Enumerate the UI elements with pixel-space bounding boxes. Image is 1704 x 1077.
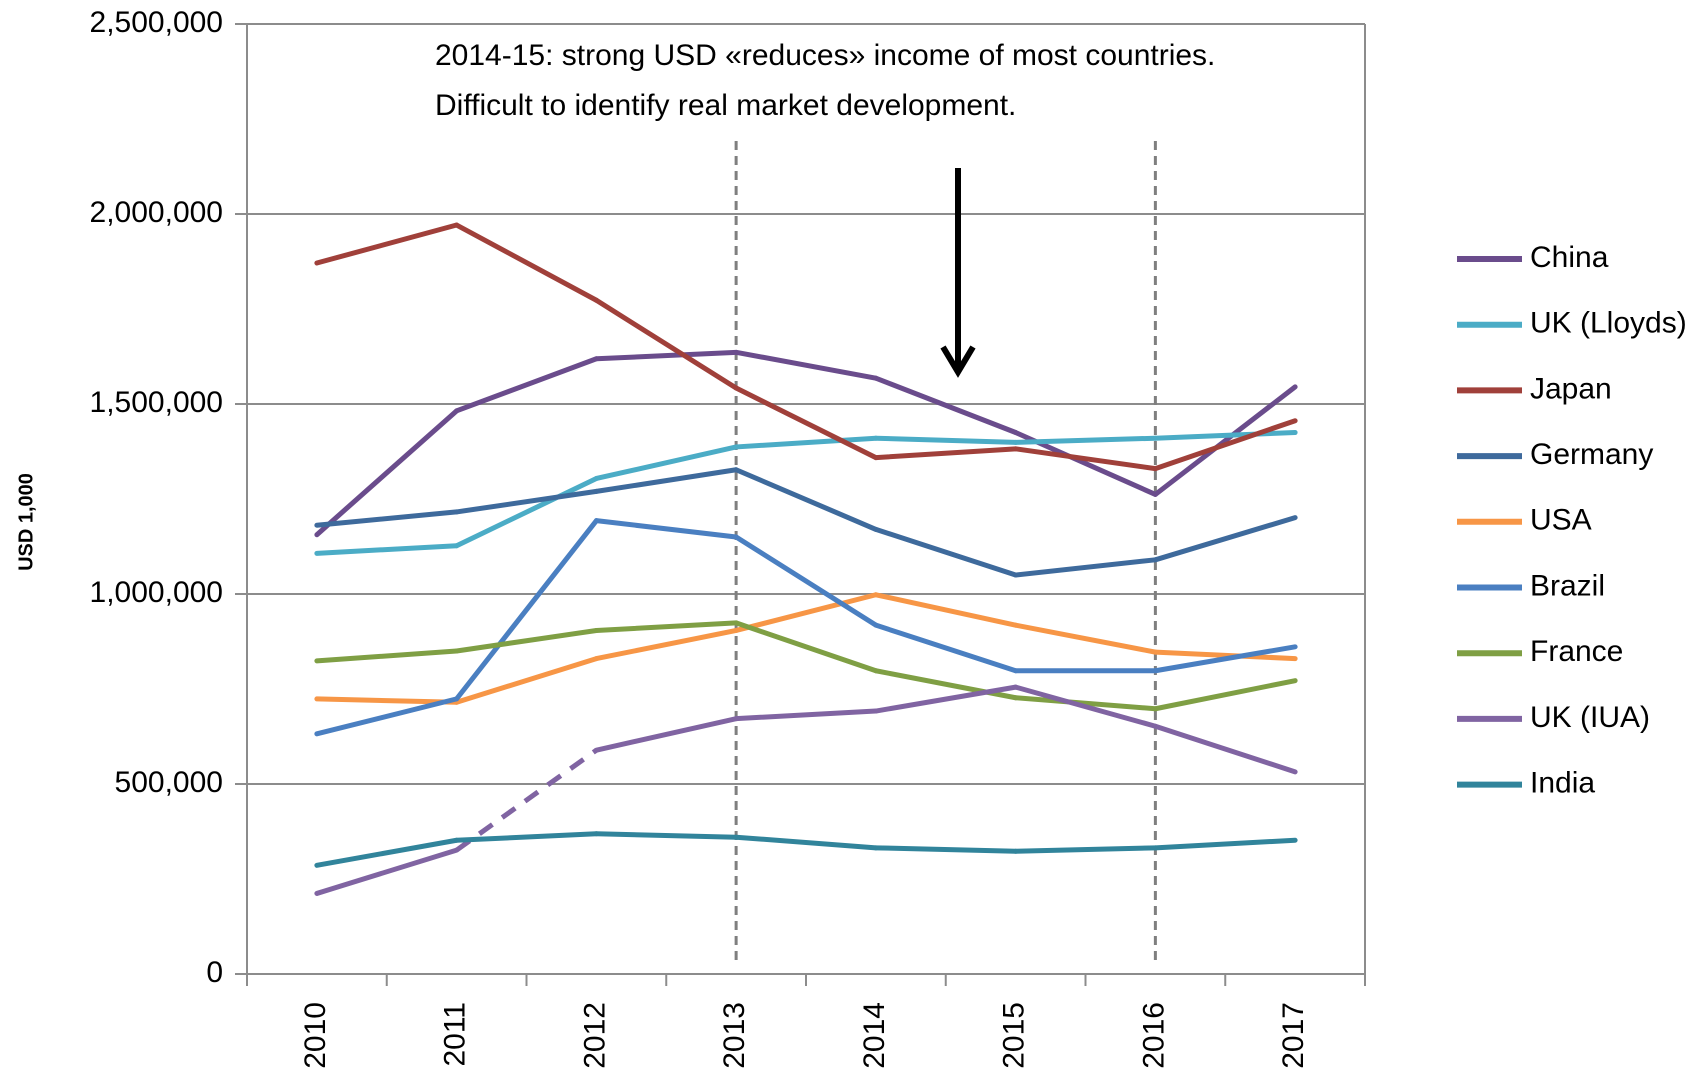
series-line	[314, 837, 460, 868]
series-line	[1013, 446, 1158, 472]
series-line	[593, 716, 739, 753]
series-line	[1152, 418, 1298, 472]
legend-label: France	[1530, 635, 1623, 668]
series-line	[733, 592, 879, 633]
series-line	[314, 648, 460, 664]
series-line	[733, 534, 879, 628]
series-line	[873, 622, 1019, 674]
series-line	[593, 297, 739, 391]
y-tick-label: 0	[206, 956, 223, 989]
legend-label: Brazil	[1530, 569, 1605, 602]
x-tick-label: 2012	[578, 1002, 611, 1069]
series-line	[1013, 684, 1158, 729]
legend-label: Germany	[1530, 438, 1653, 471]
series-line	[1013, 695, 1158, 712]
series-line	[733, 708, 879, 722]
x-tick-label: 2014	[858, 1002, 891, 1069]
series-line	[733, 620, 879, 674]
series-line	[593, 518, 739, 540]
y-tick-label: 1,000,000	[90, 576, 223, 609]
series-line	[1152, 678, 1298, 712]
series-line	[873, 435, 1019, 445]
series-line	[593, 620, 739, 633]
arrow	[940, 168, 976, 378]
series-line	[454, 627, 599, 654]
legend-label: China	[1530, 241, 1609, 274]
series-line	[1152, 430, 1298, 441]
series-line	[1152, 644, 1298, 674]
series-line	[1152, 649, 1298, 662]
y-tick-label: 2,500,000	[90, 6, 223, 39]
series-line	[454, 222, 599, 303]
x-tick-label: 2015	[998, 1002, 1031, 1069]
series-line	[873, 845, 1019, 854]
series-line	[314, 847, 460, 896]
series-line	[454, 831, 599, 843]
annotation: 2014-15: strong USD «reduces» income of …	[435, 39, 1215, 72]
legend-label: USA	[1530, 504, 1592, 537]
annotation: Difficult to identify real market develo…	[435, 89, 1016, 122]
series-line	[1013, 622, 1158, 655]
series-line	[1152, 723, 1298, 775]
legend-label: India	[1530, 767, 1595, 800]
y-tick-label: 1,500,000	[90, 386, 223, 419]
series-line	[593, 831, 739, 840]
series-line	[733, 467, 879, 532]
series-line	[873, 592, 1019, 628]
series-line	[454, 356, 599, 414]
x-tick-label: 2010	[299, 1002, 332, 1069]
series-line	[314, 408, 460, 538]
arrow-head	[940, 345, 976, 378]
series-line	[314, 696, 460, 705]
series-line	[455, 748, 598, 853]
series-line	[1013, 557, 1158, 578]
series-line	[593, 444, 739, 481]
series-line	[1152, 384, 1298, 497]
x-tick-label: 2013	[718, 1002, 751, 1069]
x-tick-label: 2011	[439, 1002, 472, 1067]
y-tick-label: 500,000	[115, 766, 223, 799]
legend-label: UK (IUA)	[1530, 701, 1650, 734]
x-tick-label: 2017	[1277, 1002, 1310, 1069]
plot: 0 500,000 1,000,000 1,500,000 2,000,000 2,500…	[90, 6, 1687, 1069]
legend-label: UK (Lloyds)	[1530, 307, 1687, 340]
series-line	[314, 543, 460, 556]
series-line	[733, 435, 879, 450]
series-line	[873, 526, 1019, 578]
series-line	[314, 509, 460, 528]
series-line	[454, 475, 599, 549]
x-tick-label: 2016	[1137, 1002, 1170, 1069]
series-line	[873, 375, 1019, 435]
series-line	[1013, 435, 1158, 445]
series-line	[873, 684, 1019, 714]
series-line	[733, 349, 879, 381]
series-line	[593, 467, 739, 494]
series-line	[314, 696, 460, 737]
series-line	[1152, 515, 1298, 563]
series-line	[1152, 837, 1298, 851]
series-line	[454, 518, 599, 702]
series-line	[1013, 845, 1158, 854]
y-axis-label: USD 1,000	[15, 473, 37, 571]
y-tick-label: 2,000,000	[90, 196, 223, 229]
series-line	[733, 385, 879, 461]
series-line	[873, 668, 1019, 701]
series-line	[873, 446, 1019, 461]
series-line	[733, 834, 879, 851]
series-line	[314, 222, 460, 266]
series-line	[593, 627, 739, 662]
series-line	[454, 488, 599, 515]
series-line	[593, 349, 739, 362]
legend-label: Japan	[1530, 372, 1612, 405]
series-line	[454, 656, 599, 705]
